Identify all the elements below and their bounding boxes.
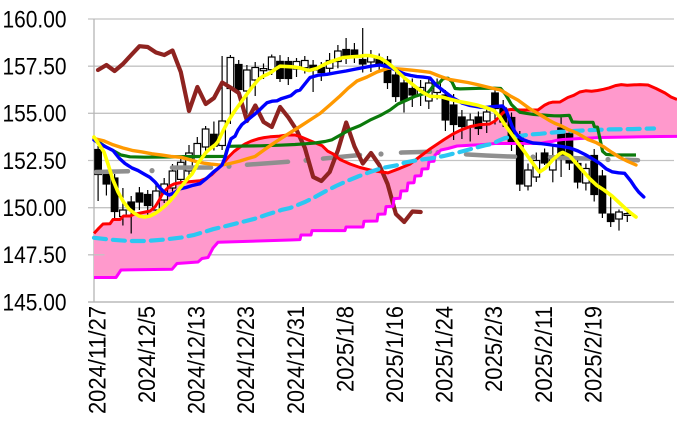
svg-text:2025/2/19: 2025/2/19: [580, 306, 607, 403]
svg-text:2025/1/8: 2025/1/8: [332, 306, 359, 392]
svg-text:155.00: 155.00: [3, 101, 67, 128]
svg-text:150.00: 150.00: [3, 195, 67, 222]
svg-text:147.50: 147.50: [3, 242, 67, 269]
svg-text:157.50: 157.50: [3, 54, 67, 81]
svg-text:2025/2/3: 2025/2/3: [481, 306, 508, 392]
svg-text:2024/12/23: 2024/12/23: [233, 306, 260, 414]
svg-text:152.50: 152.50: [3, 148, 67, 175]
svg-text:2025/2/11: 2025/2/11: [531, 306, 558, 403]
svg-text:160.00: 160.00: [3, 6, 67, 33]
svg-text:2024/12/31: 2024/12/31: [283, 306, 310, 414]
svg-text:2025/1/16: 2025/1/16: [382, 306, 409, 403]
svg-text:2025/1/24: 2025/1/24: [432, 306, 459, 403]
svg-text:145.00: 145.00: [3, 289, 67, 316]
svg-text:2024/12/13: 2024/12/13: [184, 306, 211, 414]
svg-text:2024/11/27: 2024/11/27: [84, 306, 111, 414]
svg-text:2024/12/5: 2024/12/5: [134, 306, 161, 403]
